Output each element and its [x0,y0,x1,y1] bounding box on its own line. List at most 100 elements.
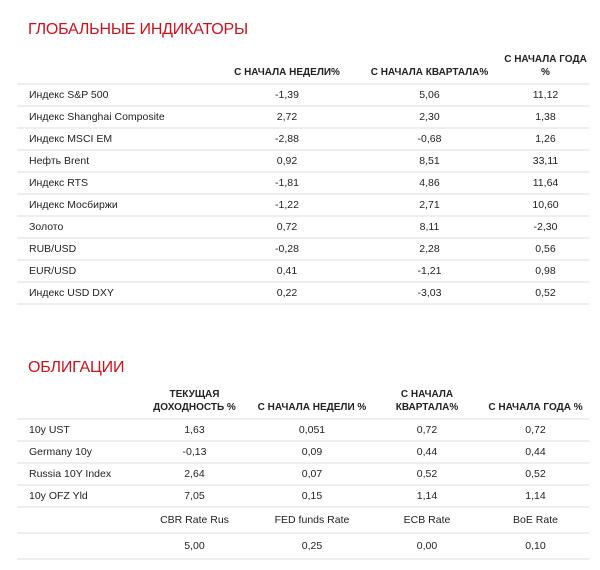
cell-value: FED funds Rate [252,507,372,534]
cell-value: 5,00 [137,533,252,560]
row-label: Индекс S&P 500 [17,84,217,107]
table-row: 10y OFZ Yld 7,05 0,15 1,14 1,14 [17,485,589,508]
table-row: RUB/USD -0,28 2,28 0,56 [17,238,589,261]
cell-value: 0,52 [372,463,482,486]
cell-value: 0,10 [482,533,589,560]
cell-value: 11,64 [502,172,589,195]
table-row: Нефть Brent 0,92 8,51 33,11 [17,150,589,173]
cell-value: -0,28 [217,238,357,261]
cell-value: 7,05 [137,485,252,508]
row-label: Germany 10y [17,441,137,464]
column-header: С НАЧАЛА ГОДА % [502,53,589,85]
cell-value: 0,98 [502,260,589,283]
rate-labels-row: CBR Rate Rus FED funds Rate ECB Rate BoE Ra… [17,507,589,534]
cell-value: -2,88 [217,128,357,151]
cell-value: 8,11 [357,216,502,239]
table-row: Индекс Shanghai Composite 2,72 2,30 1,38 [17,106,589,129]
cell-value: 0,52 [482,463,589,486]
cell-value: 1,38 [502,106,589,129]
row-label: Индекс USD DXY [17,282,217,305]
column-header: С НАЧАЛА КВАРТАЛА% [357,53,502,85]
cell-value: -1,81 [217,172,357,195]
row-label: Индекс MSCI EM [17,128,217,151]
cell-value: 1,14 [482,485,589,508]
cell-value: 0,72 [482,419,589,442]
table-row: Индекс Мосбиржи -1,22 2,71 10,60 [17,194,589,217]
cell-value: 5,06 [357,84,502,107]
cell-value: 33,11 [502,150,589,173]
cell-value: -3,03 [357,282,502,305]
cell-value: -1,22 [217,194,357,217]
cell-value: 0,051 [252,419,372,442]
cell-value: ECB Rate [372,507,482,534]
table-header: С НАЧАЛА НЕДЕЛИ% С НАЧАЛА КВАРТАЛА% С НАЧА… [17,53,589,85]
cell-value: 0,25 [252,533,372,560]
cell-value: 0,44 [372,441,482,464]
row-label: RUB/USD [17,238,217,261]
bonds-title: ОБЛИГАЦИИ [28,359,125,376]
cell-value: 0,56 [502,238,589,261]
cell-value: 0,00 [372,533,482,560]
table-row: Russia 10Y Index 2,64 0,07 0,52 0,52 [17,463,589,486]
cell-value: 1,14 [372,485,482,508]
row-label: 10y UST [17,419,137,442]
cell-value: 2,64 [137,463,252,486]
cell-value: BoE Rate [482,507,589,534]
cell-value: -0,68 [357,128,502,151]
cell-value: 4,86 [357,172,502,195]
cell-value [17,507,137,534]
row-label: Золото [17,216,217,239]
row-label: Russia 10Y Index [17,463,137,486]
cell-value: -1,21 [357,260,502,283]
cell-value: 2,71 [357,194,502,217]
table-row: EUR/USD 0,41 -1,21 0,98 [17,260,589,283]
cell-value: 0,72 [217,216,357,239]
cell-value: 0,09 [252,441,372,464]
table-row: Индекс USD DXY 0,22 -3,03 0,52 [17,282,589,305]
global-indicators-table: С НАЧАЛА НЕДЕЛИ% С НАЧАЛА КВАРТАЛА% С НАЧА… [17,53,589,305]
table-row: Индекс MSCI EM -2,88 -0,68 1,26 [17,128,589,151]
row-label: EUR/USD [17,260,217,283]
row-label: Индекс RTS [17,172,217,195]
cell-value: 1,26 [502,128,589,151]
cell-value: -0,13 [137,441,252,464]
cell-value: 8,51 [357,150,502,173]
column-header: С НАЧАЛА НЕДЕЛИ % [252,388,372,420]
cell-value: 0,22 [217,282,357,305]
column-header: ТЕКУЩАЯ ДОХОДНОСТЬ % [137,388,252,420]
cell-value: -2,30 [502,216,589,239]
cell-value: 0,15 [252,485,372,508]
cell-value: -1,39 [217,84,357,107]
cell-value: 0,92 [217,150,357,173]
row-label: Индекс Shanghai Composite [17,106,217,129]
table-row: 10y UST 1,63 0,051 0,72 0,72 [17,419,589,442]
column-header [17,53,217,85]
cell-value: 11,12 [502,84,589,107]
column-header: С НАЧАЛА ГОДА % [482,388,589,420]
cell-value: 10,60 [502,194,589,217]
cell-value: 0,72 [372,419,482,442]
global-indicators-title: ГЛОБАЛЬНЫЕ ИНДИКАТОРЫ [28,21,248,38]
row-label: Индекс Мосбиржи [17,194,217,217]
cell-value: 0,07 [252,463,372,486]
cell-value: CBR Rate Rus [137,507,252,534]
cell-value: 1,63 [137,419,252,442]
rate-values-row: 5,00 0,25 0,00 0,10 [17,533,589,560]
cell-value: 2,72 [217,106,357,129]
table-row: Germany 10y -0,13 0,09 0,44 0,44 [17,441,589,464]
cell-value [17,533,137,560]
column-header: С НАЧАЛА НЕДЕЛИ% [217,53,357,85]
table-row: Индекс S&P 500 -1,39 5,06 11,12 [17,84,589,107]
column-header [17,388,137,420]
cell-value: 0,52 [502,282,589,305]
cell-value: 2,28 [357,238,502,261]
bonds-table: ТЕКУЩАЯ ДОХОДНОСТЬ % С НАЧАЛА НЕДЕЛИ % С Н… [17,388,589,560]
row-label: Нефть Brent [17,150,217,173]
column-header: С НАЧАЛА КВАРТАЛА% [372,388,482,420]
table-row: Золото 0,72 8,11 -2,30 [17,216,589,239]
row-label: 10y OFZ Yld [17,485,137,508]
table-header: ТЕКУЩАЯ ДОХОДНОСТЬ % С НАЧАЛА НЕДЕЛИ % С Н… [17,388,589,420]
cell-value: 2,30 [357,106,502,129]
cell-value: 0,41 [217,260,357,283]
cell-value: 0,44 [482,441,589,464]
